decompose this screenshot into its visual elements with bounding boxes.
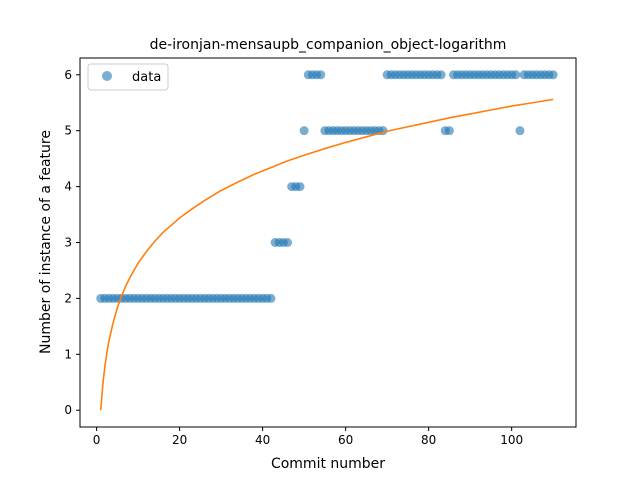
y-tick-label: 3 (64, 236, 72, 250)
fit-curve (99, 98, 554, 411)
data-point (511, 70, 521, 80)
y-tick-label: 0 (64, 403, 72, 417)
plot-area (96, 70, 558, 411)
data-point (548, 70, 558, 80)
legend: data (87, 63, 169, 91)
y-tick-label: 5 (64, 124, 72, 138)
x-tick-label: 80 (421, 433, 436, 447)
data-point (266, 293, 276, 303)
data-point (295, 182, 305, 192)
axis-ticks: 0 20 40 60 80 100 0 1 2 3 4 5 6 (64, 68, 523, 447)
chart-title: de-ironjan-mensaupb_companion_object-log… (150, 37, 507, 53)
y-tick-label: 6 (64, 68, 72, 82)
y-tick-label: 4 (64, 180, 72, 194)
data-point (316, 70, 326, 80)
legend-box (87, 63, 169, 91)
x-tick-label: 100 (500, 433, 523, 447)
x-tick-label: 40 (255, 433, 270, 447)
legend-marker (102, 71, 112, 81)
data-point (299, 126, 309, 136)
x-axis-label: Commit number (271, 456, 385, 472)
y-tick-label: 2 (64, 291, 72, 305)
y-tick-label: 1 (64, 347, 72, 361)
data-point (444, 126, 454, 136)
x-tick-label: 0 (93, 433, 101, 447)
data-point (436, 70, 446, 80)
data-point (515, 126, 525, 136)
data-point (283, 238, 293, 247)
legend-entry-data: data (132, 70, 161, 85)
x-tick-label: 60 (338, 433, 353, 447)
x-tick-label: 20 (172, 433, 187, 447)
y-axis-label: Number of instance of a feature (38, 130, 54, 354)
